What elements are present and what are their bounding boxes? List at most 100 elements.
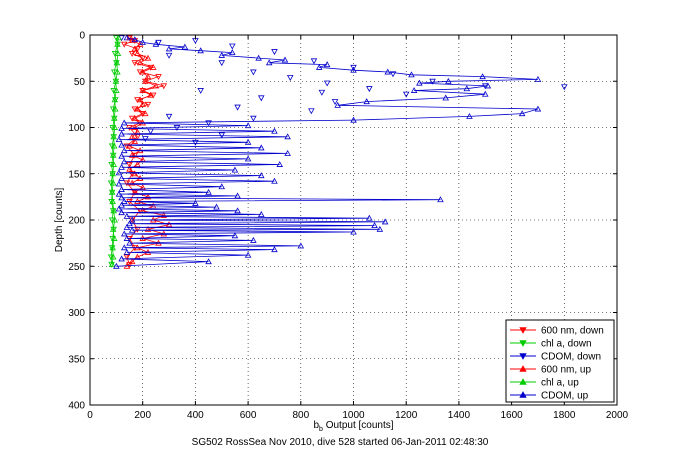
data-point [197,47,204,54]
data-point [115,205,123,212]
data-point [257,95,265,102]
data-point [120,230,128,237]
data-point [139,68,146,75]
data-point [139,100,146,107]
data-point [118,130,125,137]
data-point [139,38,146,45]
data-point [165,113,173,120]
data-point [410,87,418,93]
data-point [144,101,152,108]
data-point [111,216,119,223]
data-point [350,66,357,73]
data-point [165,45,173,52]
data-point [128,133,136,140]
data-point [229,43,236,50]
data-point [139,184,146,191]
data-point [155,39,162,46]
data-point [276,161,283,167]
data-point [109,125,116,131]
data-point [416,79,423,86]
data-point [334,101,341,108]
data-point [152,40,160,47]
data-point [108,143,116,150]
data-point [109,225,117,232]
data-point [108,188,116,195]
data-point [110,114,118,121]
data-point [126,165,133,172]
data-point [152,82,160,89]
data-point [144,73,152,80]
data-point [308,108,315,115]
data-point [136,40,144,47]
y-tick-label: 150 [68,169,85,180]
y-tick-label: 0 [79,31,85,42]
legend-label: chl a, down [541,339,592,350]
x-tick-label: 1600 [500,410,523,421]
data-point [173,125,181,131]
x-tick-label: 1800 [553,410,576,421]
data-point [366,86,373,93]
x-tick-label: 200 [134,410,151,421]
y-tick-label: 250 [68,262,85,273]
data-point [109,106,117,113]
data-point [134,50,141,56]
x-tick-label: 0 [87,410,93,421]
data-point [108,162,115,168]
data-point [118,255,125,262]
data-point [115,169,123,176]
data-point [109,179,117,186]
legend-label: 600 nm, up [541,365,591,376]
data-point [463,85,471,92]
data-point [123,180,131,187]
data-point [112,105,119,112]
data-point [147,91,154,98]
data-point [429,78,436,85]
data-point [110,235,118,241]
data-point [136,59,144,66]
data-point [534,105,542,112]
legend-label: chl a, up [541,378,579,389]
data-point [445,77,452,84]
data-point [113,87,120,93]
data-point [323,61,331,68]
legend-label: CDOM, down [541,352,601,363]
data-point [128,37,136,44]
x-tick-label: 1200 [395,410,418,421]
data-point [408,71,415,78]
data-point [109,170,116,177]
x-tick-label: 600 [240,410,257,421]
data-point [126,220,133,227]
data-point [109,151,117,158]
data-point [134,105,141,112]
data-point [402,91,410,98]
data-point [323,80,331,87]
data-point [126,125,133,131]
data-point [534,75,542,82]
x-tick-label: 1400 [448,410,471,421]
data-point [149,63,157,70]
data-point [244,138,252,145]
data-point [118,152,125,159]
data-point [109,244,116,251]
data-point [110,133,117,140]
data-point [350,228,357,235]
data-point [113,262,120,269]
data-point [271,127,278,134]
data-point [350,116,357,123]
data-point [113,35,120,42]
data-point [108,260,116,267]
data-point [218,51,226,58]
data-point [120,244,128,251]
data-point [255,54,262,61]
data-point [120,158,128,165]
data-point [134,161,141,167]
data-point [134,134,141,141]
data-point [205,188,212,195]
legend-marker [519,378,527,385]
data-point [244,251,252,258]
data-point [181,43,189,50]
data-point [257,172,265,179]
data-point [155,74,162,81]
data-point [142,110,149,117]
data-point [128,226,136,233]
